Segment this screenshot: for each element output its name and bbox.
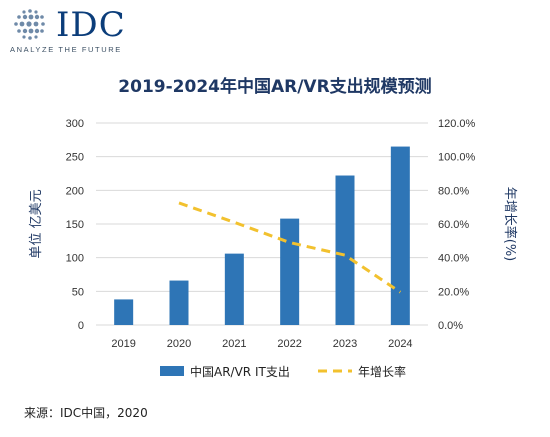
y-tick-label: 0 xyxy=(78,320,84,332)
y-tick-label: 50 xyxy=(72,286,84,298)
y-tick-label: 150 xyxy=(66,219,84,231)
x-tick-label: 2022 xyxy=(277,338,301,350)
idc-logo: IDC ANALYZE THE FUTURE xyxy=(10,8,150,54)
globe-icon xyxy=(14,9,45,40)
x-tick-label: 2024 xyxy=(388,338,412,350)
bar xyxy=(390,146,410,325)
legend-label-line: 年增长率 xyxy=(358,364,406,379)
bar xyxy=(169,280,189,325)
x-tick-label: 2019 xyxy=(111,338,135,350)
bar xyxy=(224,253,244,325)
y2-tick-label: 0.0% xyxy=(438,320,463,332)
legend-label-bars: 中国AR/VR IT支出 xyxy=(190,364,290,379)
x-tick-label: 2020 xyxy=(167,338,191,350)
x-tick-label: 2023 xyxy=(333,338,357,350)
bar xyxy=(114,299,134,325)
y2-tick-label: 60.0% xyxy=(438,219,469,231)
y-tick-label: 300 xyxy=(66,118,84,130)
bar xyxy=(280,218,300,325)
chart-title: 2019-2024年中国AR/VR支出规模预测 xyxy=(118,77,432,97)
logo-text: IDC xyxy=(56,5,126,45)
y2-tick-label: 120.0% xyxy=(438,118,476,130)
y2-tick-label: 40.0% xyxy=(438,253,469,265)
x-tick-label: 2021 xyxy=(222,338,246,350)
source-note: 来源：IDC中国，2020 xyxy=(24,406,148,420)
y-tick-label: 250 xyxy=(66,152,84,164)
y-axis-title: 单位 亿美元 xyxy=(29,189,44,258)
growth-rate-line xyxy=(178,201,402,294)
y2-axis-title: 年增长率(%) xyxy=(502,187,518,262)
tagline: ANALYZE THE FUTURE xyxy=(10,45,122,54)
y-tick-label: 200 xyxy=(66,185,84,197)
legend-swatch-bars xyxy=(160,366,184,376)
y2-tick-label: 80.0% xyxy=(438,185,469,197)
y2-tick-label: 100.0% xyxy=(438,152,476,164)
y-tick-label: 100 xyxy=(66,253,84,265)
y2-tick-label: 20.0% xyxy=(438,286,469,298)
bar xyxy=(335,175,355,325)
